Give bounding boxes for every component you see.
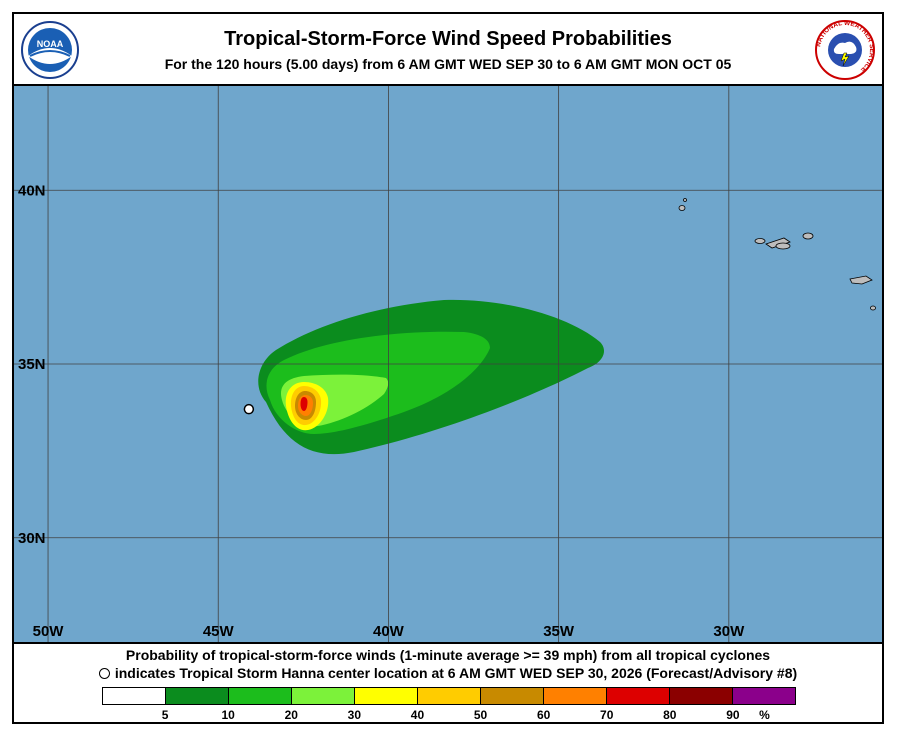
lon-tick-label: 45W <box>203 623 235 640</box>
scale-label: 80 <box>663 708 677 722</box>
lon-tick-label: 50W <box>33 623 65 640</box>
contour-70-80 <box>300 397 308 411</box>
scale-swatch <box>229 688 292 704</box>
page-subtitle: For the 120 hours (5.00 days) from 6 AM … <box>164 56 732 72</box>
lon-tick-label: 35W <box>543 623 575 640</box>
probability-color-scale <box>102 687 796 705</box>
scale-swatch <box>292 688 355 704</box>
lon-tick-label: 30W <box>713 623 745 640</box>
storm-center-legend-icon <box>98 668 110 679</box>
scale-label: % <box>759 708 770 722</box>
scale-swatch <box>607 688 670 704</box>
product-frame: NOAA Tropical-Storm-Force Wind Speed Pro… <box>12 12 884 724</box>
scale-swatch <box>481 688 544 704</box>
scale-label: 50 <box>473 708 488 722</box>
scale-swatch <box>544 688 607 704</box>
header: NOAA Tropical-Storm-Force Wind Speed Pro… <box>14 14 882 84</box>
scale-label: 30 <box>347 708 362 722</box>
probability-contours <box>258 299 604 455</box>
scale-label: 40 <box>410 708 425 722</box>
page-title: Tropical-Storm-Force Wind Speed Probabil… <box>224 28 672 50</box>
lat-tick-label: 35N <box>18 356 46 373</box>
azores-islands <box>678 198 876 311</box>
scale-swatch <box>670 688 733 704</box>
map-area: 50W 45W 40W 35W 30W 40N 35N 30N <box>14 84 882 644</box>
noaa-logo-text: NOAA <box>37 39 64 49</box>
storm-center-marker <box>243 403 255 415</box>
scale-label: 10 <box>221 708 235 722</box>
scale-label: 20 <box>284 708 298 722</box>
scale-swatch <box>103 688 166 704</box>
lon-tick-label: 40W <box>373 623 405 640</box>
probability-scale-labels: 5 10 20 30 40 50 60 70 80 90% <box>102 708 796 722</box>
footer-storm-note-text: indicates Tropical Storm Hanna center lo… <box>114 665 798 681</box>
national-weather-service-logo: NATIONAL WEATHER SERVICE <box>815 20 875 80</box>
footer-description: Probability of tropical-storm-force wind… <box>125 647 771 663</box>
axis-labels: 50W 45W 40W 35W 30W 40N 35N 30N <box>18 182 745 640</box>
lat-lon-grid <box>14 86 882 642</box>
footer-storm-note: indicates Tropical Storm Hanna center lo… <box>14 665 882 681</box>
scale-label: 5 <box>161 708 169 722</box>
probability-map: 50W 45W 40W 35W 30W 40N 35N 30N <box>14 86 882 642</box>
scale-label: 70 <box>600 708 614 722</box>
scale-label: 90 <box>726 708 740 722</box>
scale-swatch <box>355 688 418 704</box>
noaa-logo: NOAA <box>21 21 79 79</box>
lat-tick-label: 40N <box>18 182 46 199</box>
scale-swatch <box>733 688 795 704</box>
scale-swatch <box>418 688 481 704</box>
lat-tick-label: 30N <box>18 530 46 547</box>
footer: Probability of tropical-storm-force wind… <box>14 644 882 722</box>
scale-swatch <box>166 688 229 704</box>
scale-label: 60 <box>536 708 551 722</box>
